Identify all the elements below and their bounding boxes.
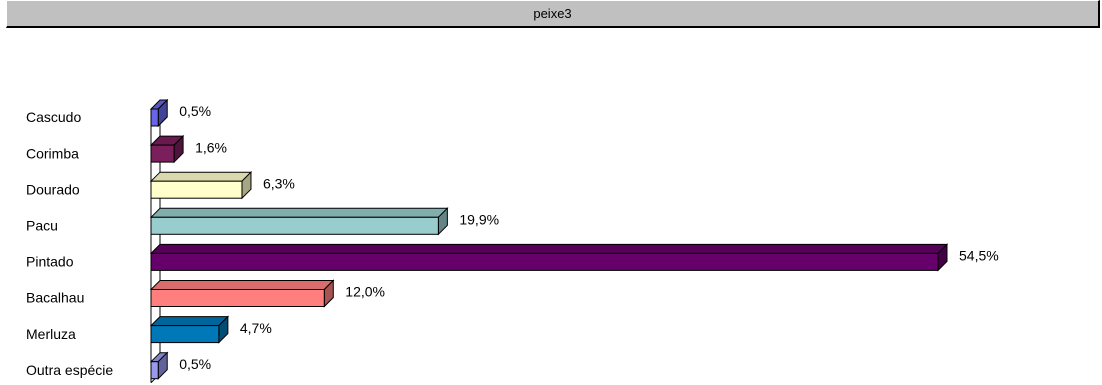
bar-dourado bbox=[149, 170, 253, 200]
category-label: Outra espécie bbox=[26, 362, 113, 378]
bar-front-face bbox=[150, 216, 439, 235]
bar-top-face bbox=[149, 171, 253, 182]
category-label: Corimba bbox=[26, 145, 79, 161]
bar-cascudo bbox=[149, 98, 169, 128]
value-label: 4,7% bbox=[240, 320, 272, 336]
bar-front-face bbox=[150, 325, 220, 344]
bar-merluza bbox=[149, 315, 230, 344]
bar-front-face bbox=[150, 180, 243, 199]
bar-pintado bbox=[149, 243, 949, 272]
category-label: Pacu bbox=[26, 218, 58, 234]
bar-top-face bbox=[149, 280, 335, 290]
bar-outra-espécie bbox=[149, 351, 169, 380]
category-label: Cascudo bbox=[26, 109, 81, 125]
bar-front-face bbox=[150, 252, 939, 271]
value-label: 12,0% bbox=[345, 284, 385, 300]
bar-top-face bbox=[149, 243, 949, 254]
value-label: 19,9% bbox=[459, 212, 499, 228]
bar-top-face bbox=[149, 316, 230, 327]
bar-corimba bbox=[149, 134, 185, 164]
category-label: Dourado bbox=[26, 181, 80, 197]
value-label: 0,5% bbox=[179, 356, 211, 372]
bar-front-face bbox=[150, 361, 159, 380]
bar-bacalhau bbox=[149, 279, 335, 308]
value-label: 6,3% bbox=[263, 175, 295, 191]
category-label: Pintado bbox=[26, 254, 74, 270]
category-label: Merluza bbox=[26, 326, 76, 342]
bar-front-face bbox=[150, 144, 175, 163]
category-label: Bacalhau bbox=[26, 290, 84, 306]
bar-top-face bbox=[149, 207, 449, 218]
bar-pacu bbox=[149, 207, 449, 236]
chart-title: peixe3 bbox=[533, 6, 572, 21]
chart-title-bar: peixe3 bbox=[6, 0, 1100, 28]
value-label: 0,5% bbox=[179, 103, 211, 119]
bar-front-face bbox=[150, 289, 325, 307]
bar-front-face bbox=[150, 108, 159, 127]
value-label: 54,5% bbox=[959, 248, 999, 264]
value-label: 1,6% bbox=[195, 139, 227, 155]
